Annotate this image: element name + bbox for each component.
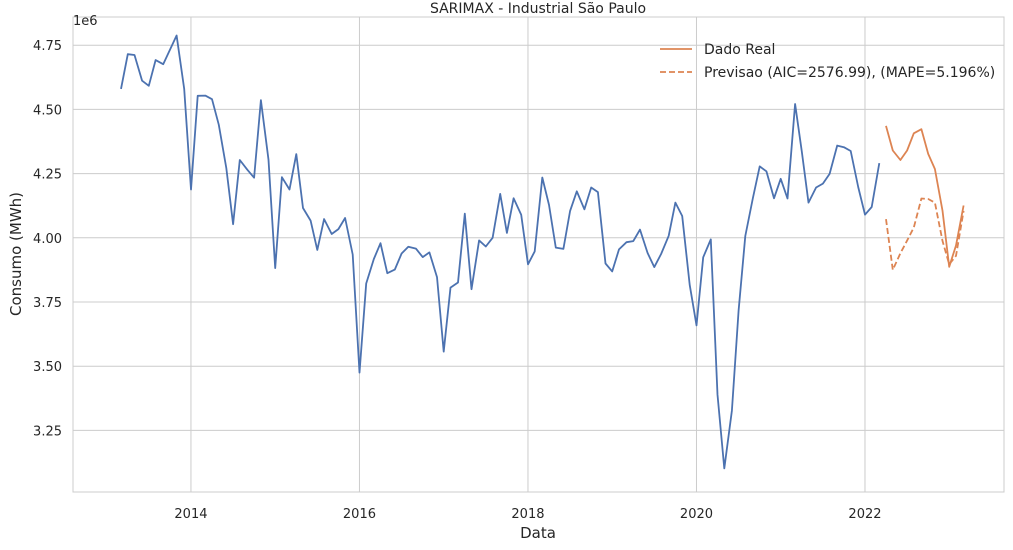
y-tick-label: 4.00 [33, 232, 62, 247]
x-tick-label: 2014 [174, 507, 207, 522]
y-offset-label: 1e6 [73, 14, 98, 29]
y-tick-label: 4.25 [33, 168, 62, 183]
y-tick-label: 4.75 [33, 39, 62, 54]
x-tick-label: 2020 [680, 507, 713, 522]
x-tick-label: 2022 [848, 507, 881, 522]
tick-labels: 2014 2016 2018 2020 2022 3.25 3.50 3.75 4.00 4.25… [33, 39, 881, 522]
series-line-history [120, 34, 881, 470]
series-line-real [885, 125, 965, 268]
y-tick-label: 3.75 [33, 296, 62, 311]
series-layer [120, 34, 965, 470]
y-axis-title: Consumo (MWh) [7, 192, 25, 316]
legend-label-real: Dado Real [704, 42, 775, 58]
legend-label-forecast: Previsao (AIC=2576.99), (MAPE=5.196%) [704, 65, 995, 81]
plot-frame [72, 16, 1005, 493]
y-tick-label: 3.50 [33, 360, 62, 375]
x-tick-label: 2018 [511, 507, 544, 522]
x-tick-label: 2016 [343, 507, 376, 522]
y-tick-label: 4.50 [33, 103, 62, 118]
legend: Dado Real Previsao (AIC=2576.99), (MAPE=… [660, 42, 995, 81]
y-tick-label: 3.25 [33, 424, 62, 439]
chart-title: SARIMAX - Industrial São Paulo [430, 1, 646, 17]
series-line-forecast [885, 197, 965, 271]
grid-lines [73, 17, 1004, 492]
x-axis-title: Data [520, 524, 556, 542]
